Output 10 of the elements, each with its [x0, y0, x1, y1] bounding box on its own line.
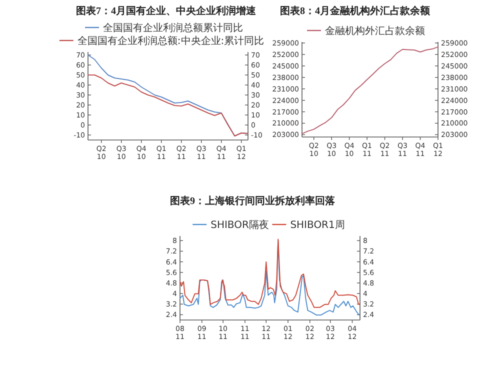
legend-label: 全国国有企业利润总额:中央企业:累计同比: [77, 35, 264, 47]
chart-title: 图表9：上海银行间同业拆放利率回落: [170, 195, 336, 207]
legend-label: SHIBOR1周: [290, 220, 345, 231]
chart-title: 图表8：4月金融机构外汇占款余额: [280, 5, 431, 17]
legend-label: 全国国有企业利润总额累计同比: [103, 22, 243, 34]
line-series: [88, 74, 248, 136]
chart-title: 图表7：4月国有企业、中央企业利润增速: [76, 5, 257, 17]
legend-label: SHIBOR隔夜: [210, 219, 269, 231]
line-series: [302, 46, 438, 134]
legend-label: 金融机构外汇占款余额: [325, 25, 425, 37]
